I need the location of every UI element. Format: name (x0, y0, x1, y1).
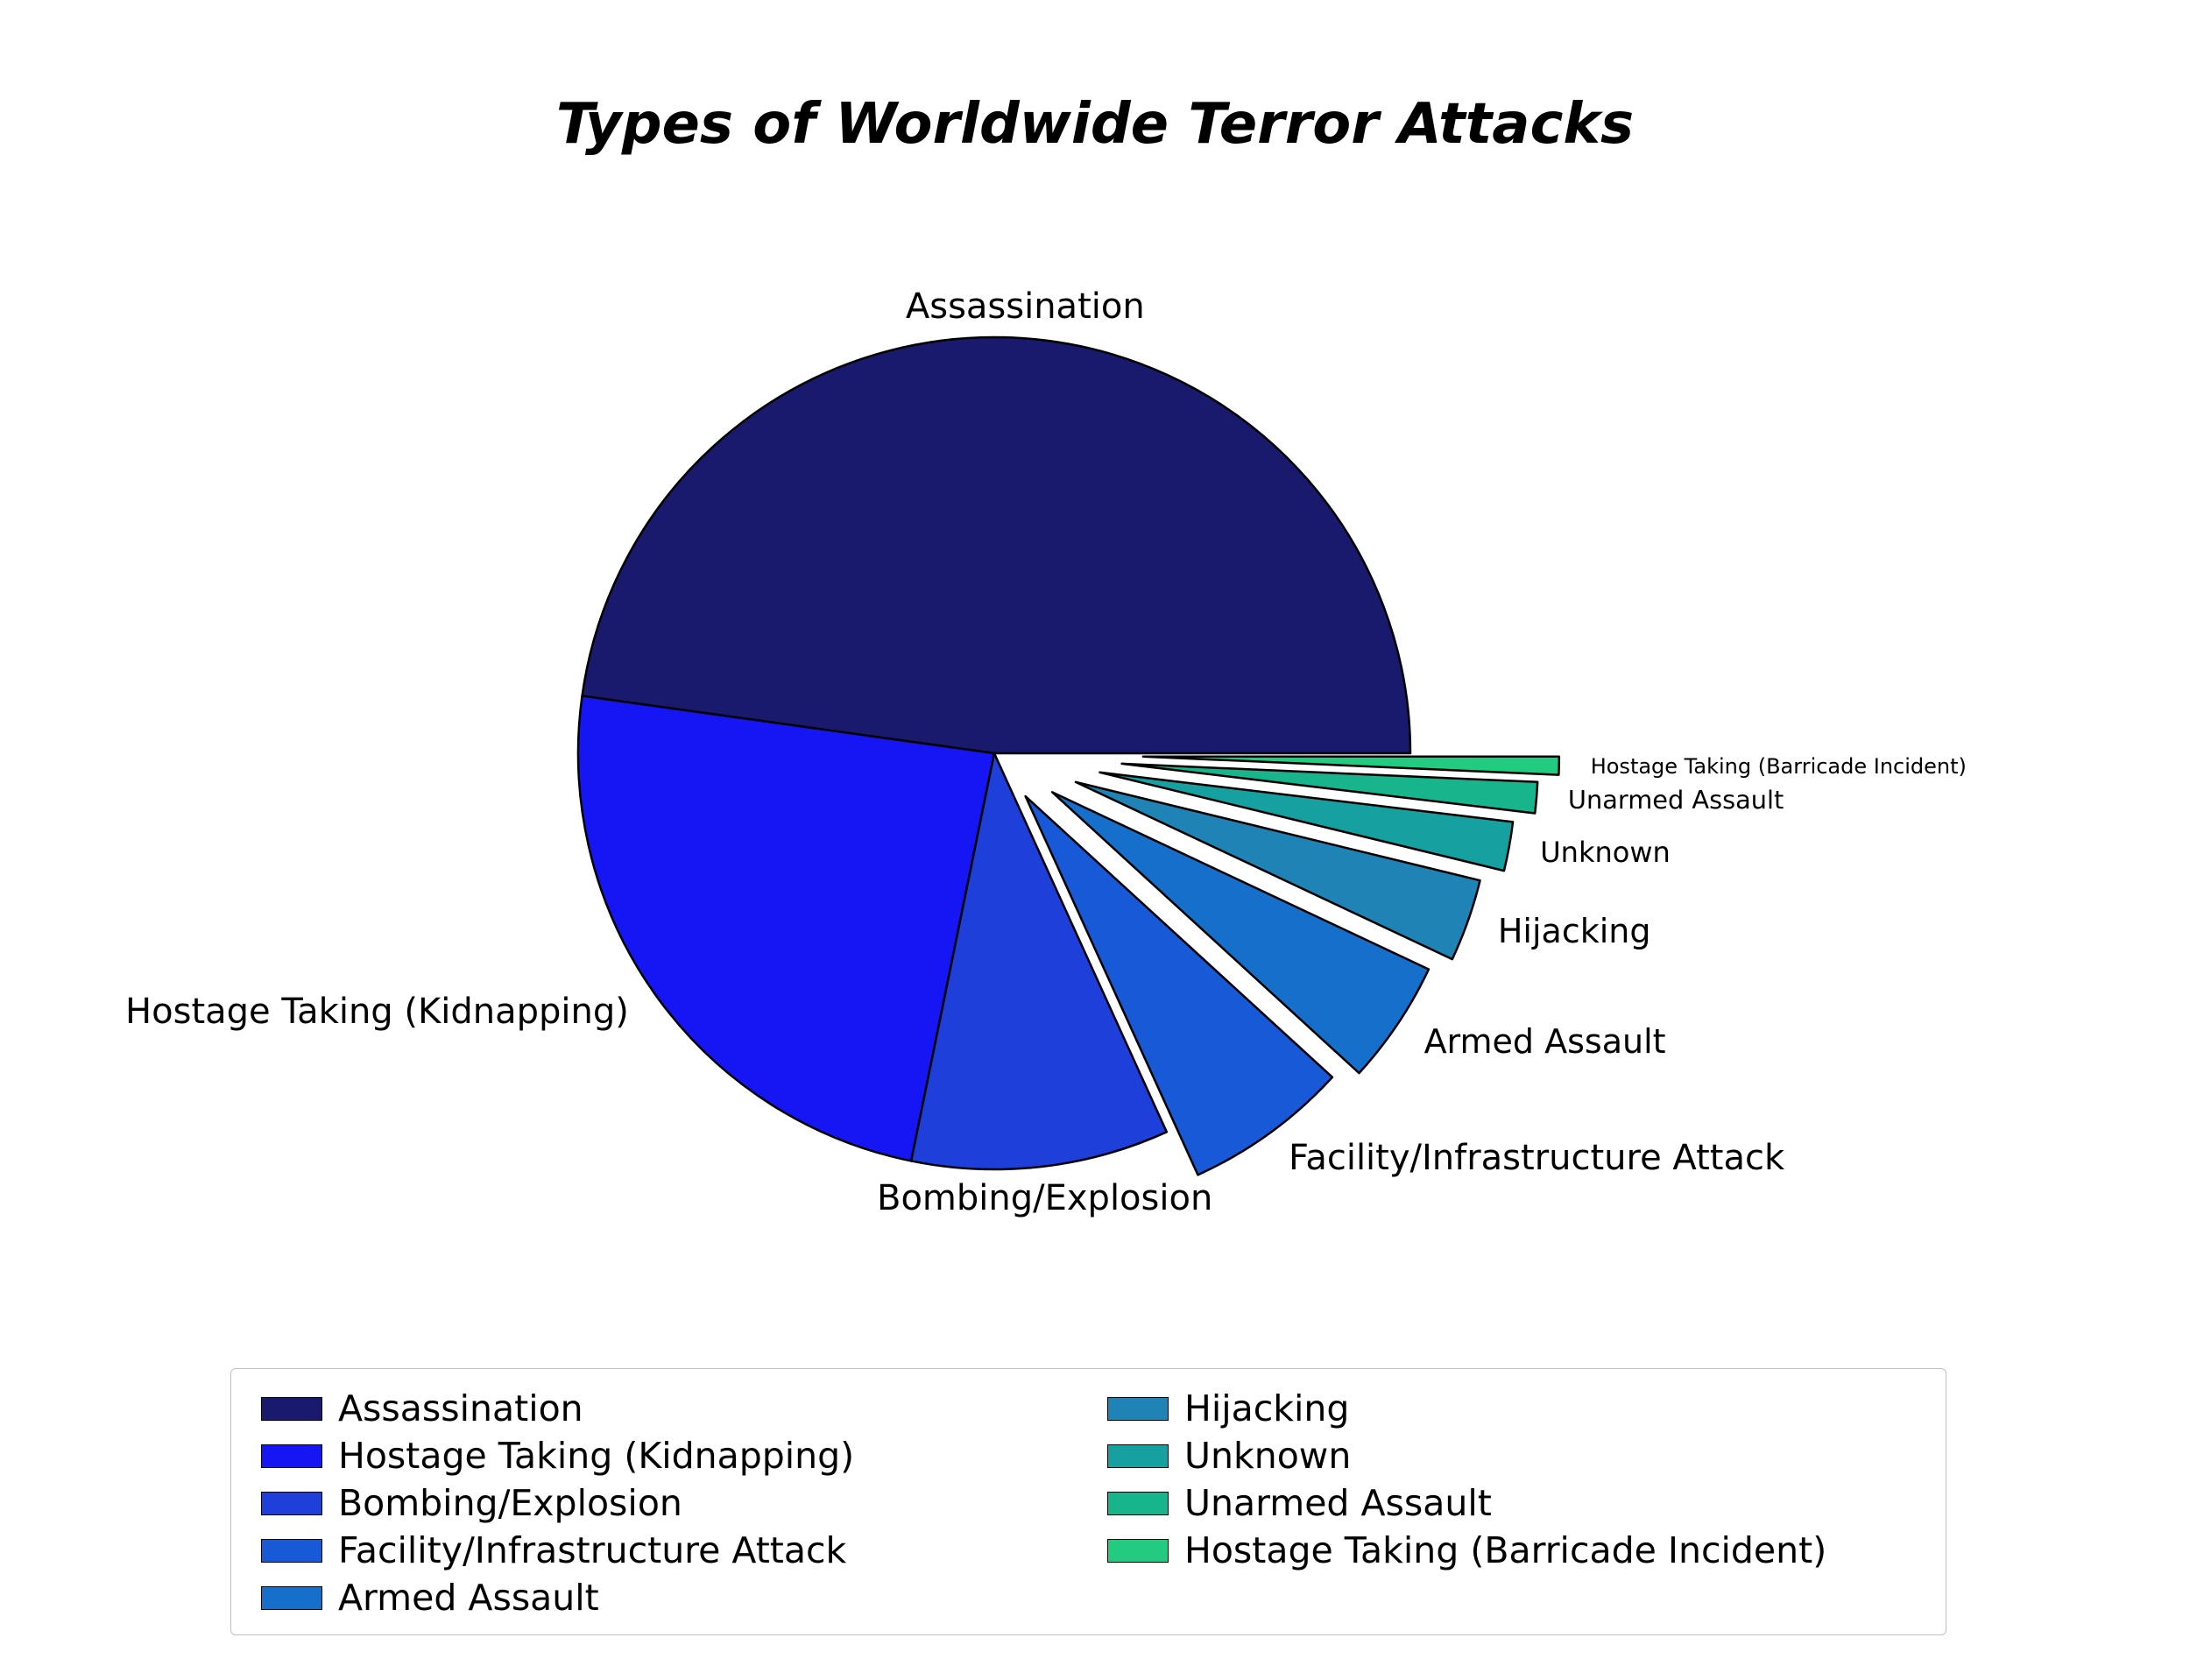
slice-label-bombing: Bombing/Explosion (877, 1181, 1212, 1216)
slice-label-unknown: Unknown (1540, 838, 1671, 866)
legend-swatch (261, 1492, 322, 1515)
legend-item-unarmed-assault: Unarmed Assault (1107, 1479, 1826, 1527)
legend-label: Unknown (1184, 1435, 1351, 1477)
legend-label: Bombing/Explosion (338, 1482, 682, 1524)
legend-label: Unarmed Assault (1184, 1482, 1492, 1524)
legend-column: Hijacking Unknown Unarmed Assault Hostage T… (1107, 1385, 1826, 1574)
legend-item-assassination: Assassination (261, 1385, 854, 1432)
legend-item-hijacking: Hijacking (1107, 1385, 1826, 1432)
legend-swatch (1107, 1397, 1169, 1421)
legend: Assassination Hostage Taking (Kidnapping)… (230, 1368, 1946, 1635)
slice-label-hostage-barricade: Hostage Taking (Barricade Incident) (1591, 756, 1967, 777)
legend-label: Facility/Infrastructure Attack (338, 1529, 846, 1571)
slice-label-facility: Facility/Infrastructure Attack (1289, 1140, 1784, 1175)
legend-swatch (1107, 1539, 1169, 1563)
legend-item-armed-assault: Armed Assault (261, 1574, 854, 1621)
legend-label: Hostage Taking (Barricade Incident) (1184, 1529, 1826, 1571)
legend-swatch (261, 1397, 322, 1421)
legend-swatch (261, 1444, 322, 1468)
legend-column: Assassination Hostage Taking (Kidnapping)… (261, 1385, 854, 1621)
legend-label: Hijacking (1184, 1387, 1349, 1429)
slice-label-unarmed-assault: Unarmed Assault (1568, 787, 1784, 813)
pie-chart (0, 0, 2190, 1314)
legend-swatch (261, 1539, 322, 1563)
legend-swatch (1107, 1444, 1169, 1468)
slice-label-hostage-kidnapping: Hostage Taking (Kidnapping) (125, 994, 629, 1029)
legend-label: Hostage Taking (Kidnapping) (338, 1435, 854, 1477)
legend-label: Assassination (338, 1387, 583, 1429)
legend-item-hostage-kidnapping: Hostage Taking (Kidnapping) (261, 1432, 854, 1479)
legend-item-bombing: Bombing/Explosion (261, 1479, 854, 1527)
pie-slice-assassination (583, 337, 1410, 753)
legend-item-unknown: Unknown (1107, 1432, 1826, 1479)
legend-swatch (1107, 1492, 1169, 1515)
slice-label-hijacking: Hijacking (1498, 914, 1651, 948)
legend-label: Armed Assault (338, 1577, 599, 1619)
legend-item-hostage-barricade: Hostage Taking (Barricade Incident) (1107, 1527, 1826, 1574)
legend-swatch (261, 1586, 322, 1610)
legend-item-facility: Facility/Infrastructure Attack (261, 1527, 854, 1574)
slice-label-assassination: Assassination (906, 289, 1145, 324)
slice-label-armed-assault: Armed Assault (1424, 1025, 1666, 1058)
